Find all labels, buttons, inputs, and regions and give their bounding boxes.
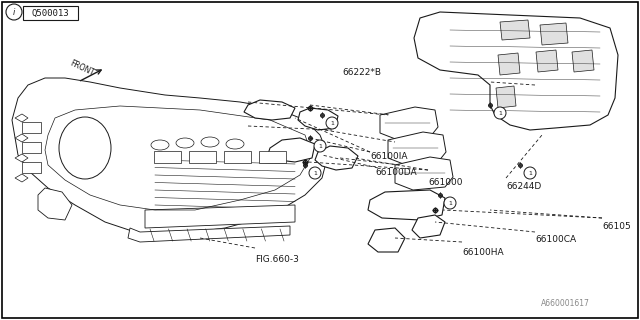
Polygon shape bbox=[380, 107, 438, 140]
Text: 66244D: 66244D bbox=[506, 182, 541, 191]
Polygon shape bbox=[15, 154, 28, 162]
Text: 66100CA: 66100CA bbox=[535, 235, 576, 244]
Text: 66222*B: 66222*B bbox=[342, 68, 381, 77]
Polygon shape bbox=[298, 108, 338, 130]
Ellipse shape bbox=[226, 139, 244, 149]
Polygon shape bbox=[38, 188, 72, 220]
Text: 1: 1 bbox=[498, 110, 502, 116]
Circle shape bbox=[314, 140, 326, 152]
Text: 1: 1 bbox=[330, 121, 334, 125]
Text: 66100DA: 66100DA bbox=[375, 168, 417, 177]
Ellipse shape bbox=[201, 137, 219, 147]
Text: 661000: 661000 bbox=[428, 178, 463, 187]
Circle shape bbox=[444, 197, 456, 209]
Polygon shape bbox=[536, 50, 558, 72]
Polygon shape bbox=[368, 190, 445, 220]
Polygon shape bbox=[315, 146, 358, 170]
Polygon shape bbox=[268, 138, 315, 162]
Text: 66105: 66105 bbox=[602, 222, 631, 231]
Ellipse shape bbox=[151, 140, 169, 150]
Polygon shape bbox=[388, 132, 446, 165]
Circle shape bbox=[524, 167, 536, 179]
Circle shape bbox=[309, 167, 321, 179]
FancyBboxPatch shape bbox=[22, 141, 40, 153]
Polygon shape bbox=[540, 23, 568, 45]
Polygon shape bbox=[15, 134, 28, 142]
Text: A660001617: A660001617 bbox=[541, 299, 590, 308]
Polygon shape bbox=[12, 78, 328, 235]
Text: 66100IA: 66100IA bbox=[370, 152, 408, 161]
Circle shape bbox=[494, 107, 506, 119]
FancyBboxPatch shape bbox=[189, 151, 216, 163]
Polygon shape bbox=[15, 174, 28, 182]
Polygon shape bbox=[496, 86, 516, 108]
Text: 1: 1 bbox=[448, 201, 452, 205]
FancyBboxPatch shape bbox=[224, 151, 251, 163]
FancyBboxPatch shape bbox=[259, 151, 286, 163]
Polygon shape bbox=[572, 50, 594, 72]
Ellipse shape bbox=[176, 138, 194, 148]
Polygon shape bbox=[15, 114, 28, 122]
Polygon shape bbox=[412, 215, 445, 238]
Circle shape bbox=[326, 117, 338, 129]
Polygon shape bbox=[128, 226, 290, 242]
Text: 1: 1 bbox=[313, 171, 317, 175]
FancyBboxPatch shape bbox=[154, 151, 181, 163]
Circle shape bbox=[6, 4, 22, 20]
Polygon shape bbox=[145, 205, 295, 228]
Polygon shape bbox=[395, 157, 453, 190]
Text: FIG.660-3: FIG.660-3 bbox=[255, 255, 299, 264]
FancyBboxPatch shape bbox=[23, 6, 78, 20]
Polygon shape bbox=[368, 228, 405, 252]
Text: FRONT: FRONT bbox=[68, 59, 95, 78]
Text: 1: 1 bbox=[318, 143, 322, 148]
Text: Q500013: Q500013 bbox=[31, 9, 69, 18]
Polygon shape bbox=[414, 12, 618, 130]
Polygon shape bbox=[500, 20, 530, 40]
Ellipse shape bbox=[59, 117, 111, 179]
Polygon shape bbox=[498, 53, 520, 75]
Text: 66100HA: 66100HA bbox=[462, 248, 504, 257]
Text: i: i bbox=[13, 8, 15, 17]
FancyBboxPatch shape bbox=[22, 162, 40, 172]
Text: 1: 1 bbox=[528, 171, 532, 175]
FancyBboxPatch shape bbox=[22, 122, 40, 132]
Polygon shape bbox=[244, 100, 295, 120]
